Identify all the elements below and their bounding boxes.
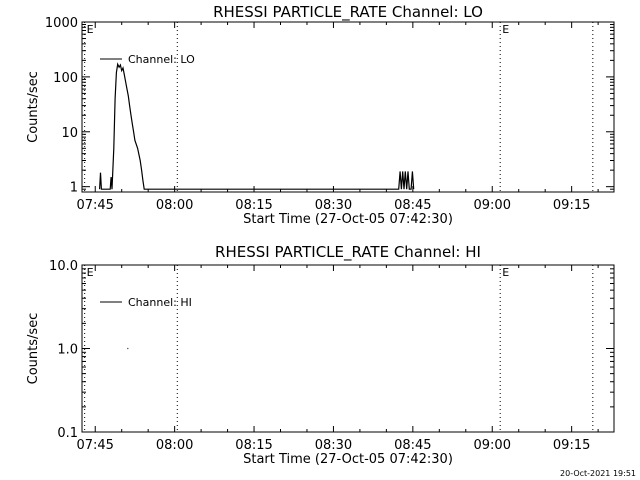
- y-tick-label: 1000: [45, 16, 78, 31]
- x-axis-label: Start Time (27-Oct-05 07:42:30): [243, 452, 453, 467]
- y-tick-label: 1.0: [57, 343, 78, 358]
- x-tick-label: 08:15: [235, 438, 272, 453]
- x-tick-label: 09:15: [553, 438, 590, 453]
- chart-title: RHESSI PARTICLE_RATE Channel: HI: [215, 243, 481, 262]
- x-tick-label: 09:15: [553, 198, 590, 213]
- time-marker-label: E: [502, 23, 509, 36]
- plot-frame: [81, 264, 615, 433]
- y-tick-label: 10.0: [49, 259, 78, 274]
- legend-label: Channel: LO: [128, 53, 195, 66]
- y-axis-label: Counts/sec: [26, 71, 41, 143]
- x-tick-label: 08:30: [315, 438, 352, 453]
- x-tick-label: 08:30: [315, 198, 352, 213]
- y-axis-label: Counts/sec: [26, 313, 41, 385]
- y-tick-label: 1: [70, 181, 78, 196]
- x-tick-label: 08:45: [394, 438, 431, 453]
- x-tick-label: 07:45: [76, 438, 113, 453]
- series-line: [99, 62, 415, 190]
- x-tick-label: 09:00: [474, 438, 511, 453]
- x-tick-label: 08:45: [394, 198, 431, 213]
- x-tick-label: 08:00: [156, 438, 193, 453]
- plot-timestamp: 20-Oct-2021 19:51: [560, 469, 636, 478]
- time-marker-label: E: [87, 266, 94, 279]
- x-tick-label: 08:15: [235, 198, 272, 213]
- time-marker-label: E: [502, 266, 509, 279]
- x-tick-label: 07:45: [76, 198, 113, 213]
- y-tick-label: 100: [53, 71, 78, 86]
- y-tick-label: 10: [61, 126, 78, 141]
- time-marker-label: E: [87, 23, 94, 36]
- chart-title: RHESSI PARTICLE_RATE Channel: LO: [213, 3, 483, 22]
- plot-frame: [81, 21, 615, 193]
- x-axis-label: Start Time (27-Oct-05 07:42:30): [243, 212, 453, 227]
- y-tick-label: 0.1: [57, 426, 78, 441]
- x-tick-label: 08:00: [156, 198, 193, 213]
- legend-label: Channel: HI: [128, 296, 192, 309]
- x-tick-label: 09:00: [474, 198, 511, 213]
